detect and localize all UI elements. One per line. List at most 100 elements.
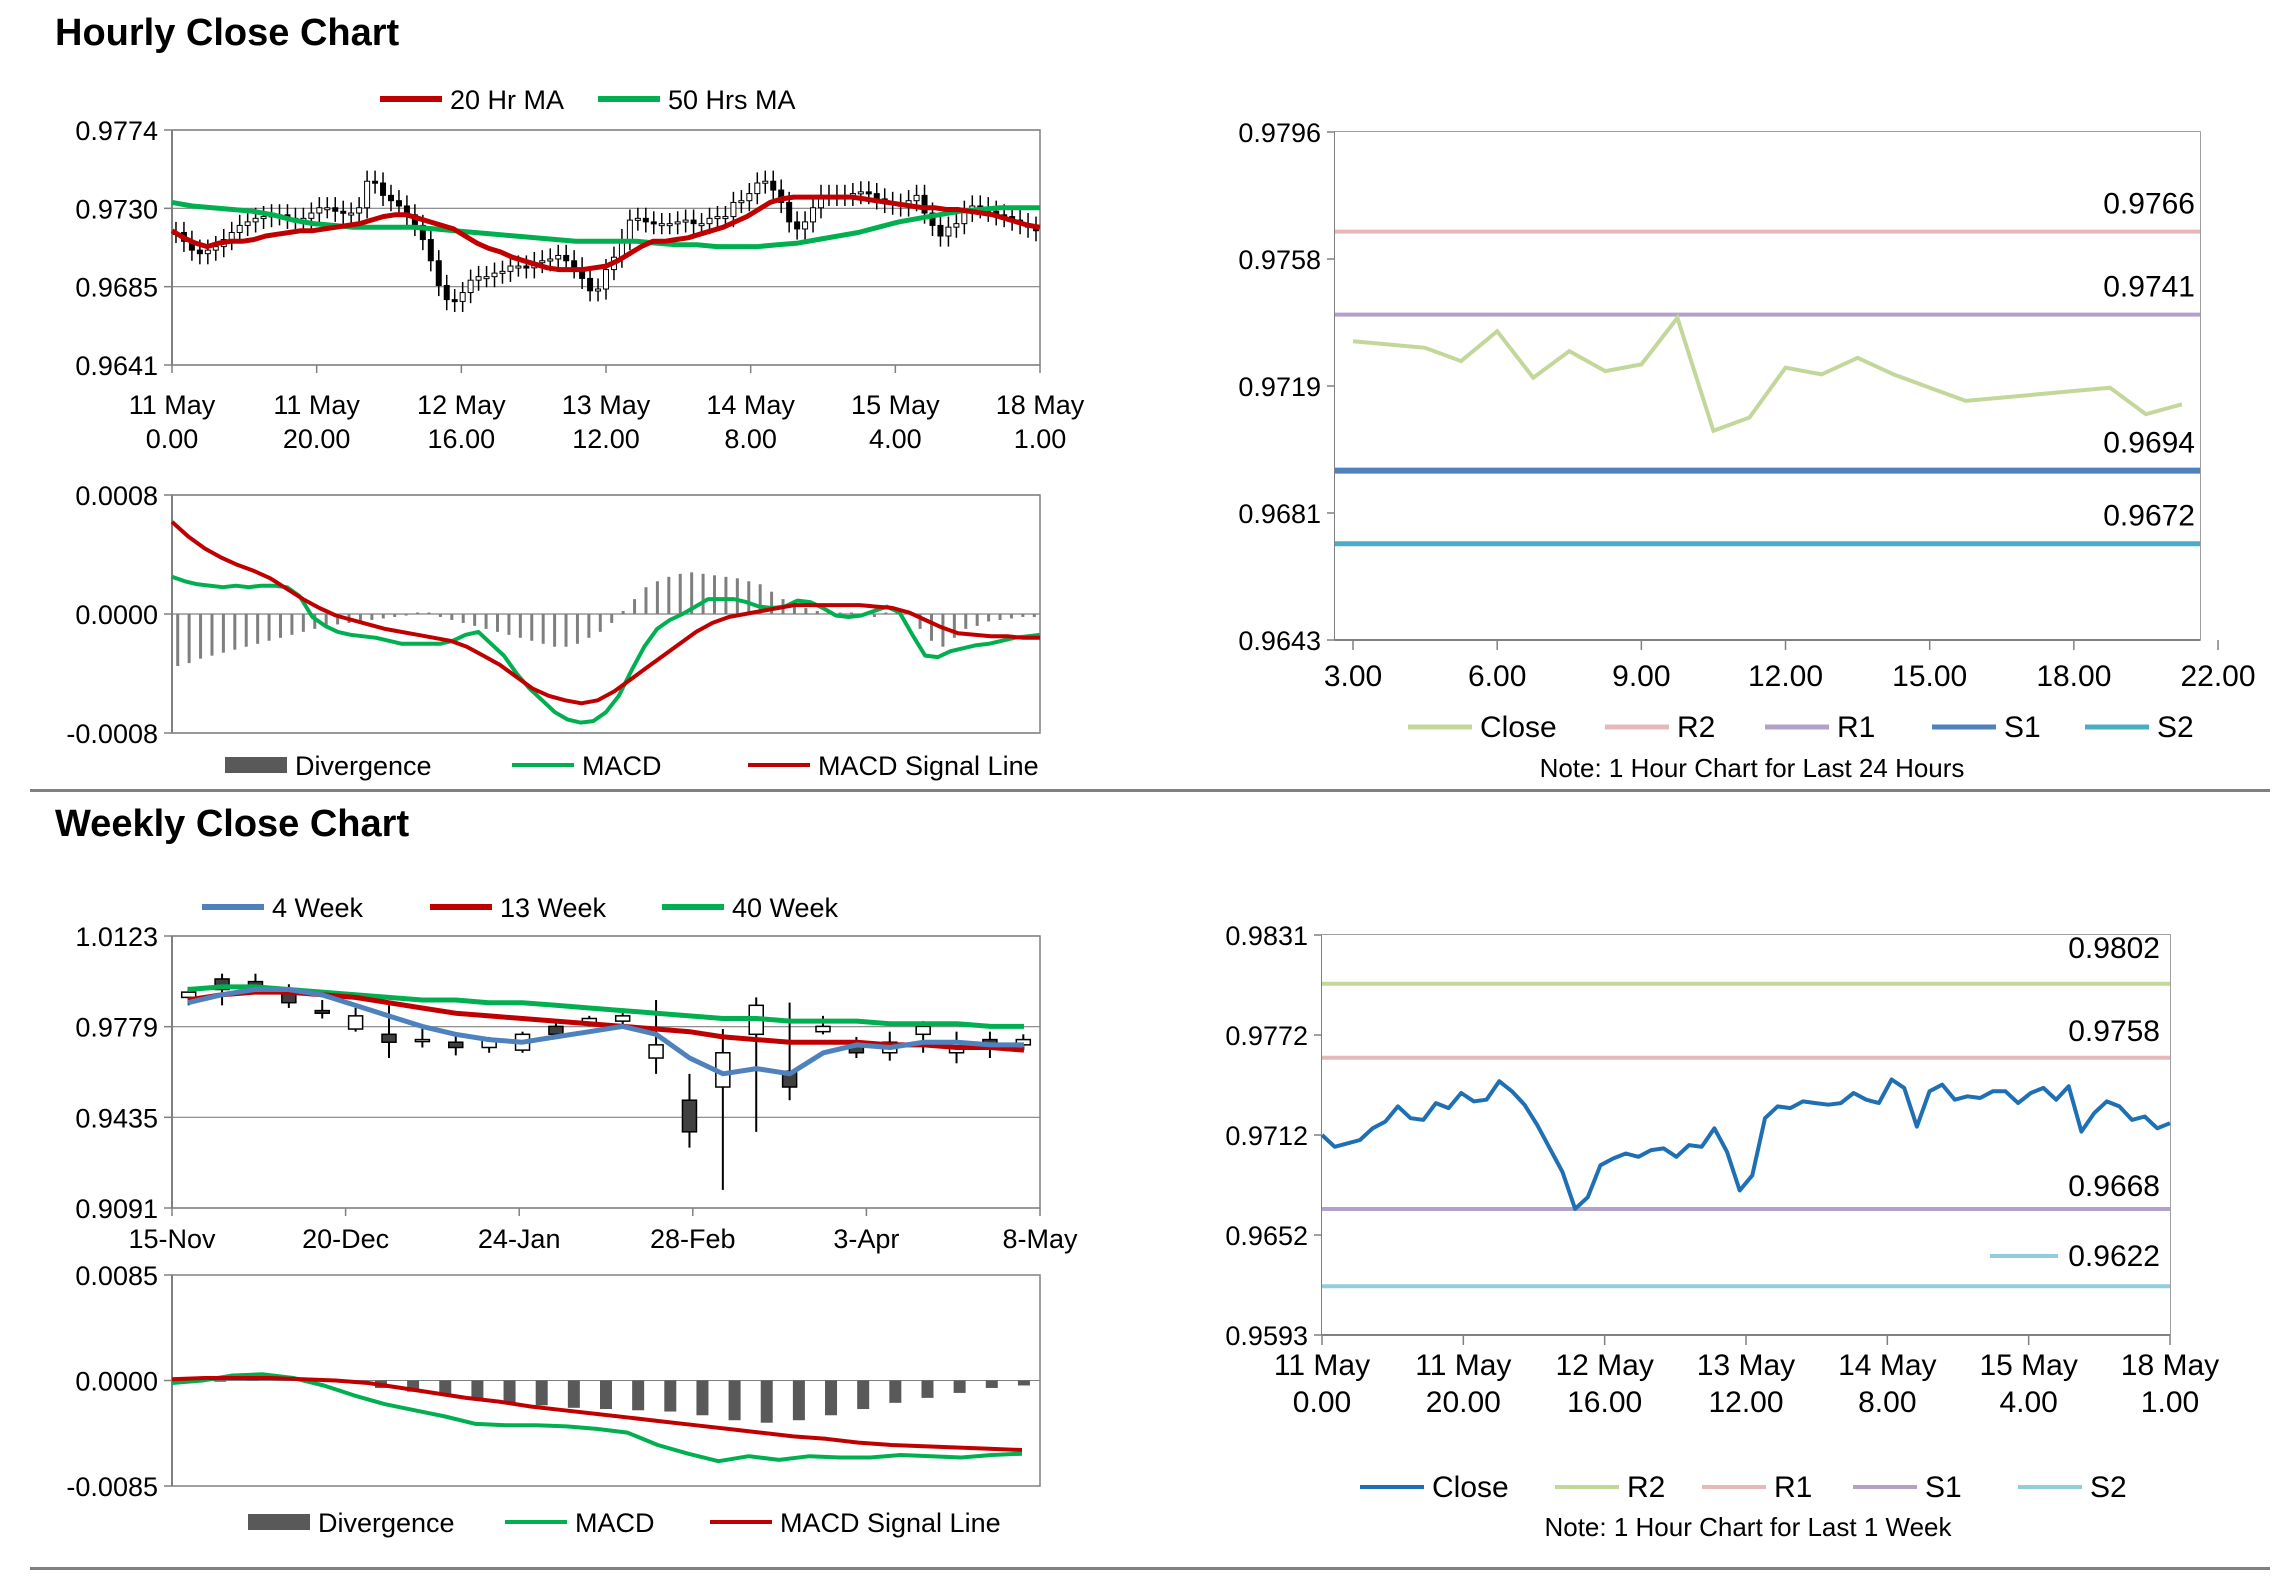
- weekly-candle-plot-frame: [171, 935, 1041, 1209]
- hourly-candle-body: [762, 180, 769, 184]
- hourly-candle-body: [746, 193, 753, 202]
- hourly-candle-body: [348, 212, 355, 216]
- weekly-divergence-bar: [503, 1380, 516, 1403]
- hourly-candle-body: [427, 239, 434, 262]
- hourly-candle-body: [698, 223, 705, 227]
- weekly-divergence-bar: [889, 1380, 902, 1403]
- hourly-candle-body: [419, 224, 426, 241]
- hourly-candle-body: [451, 299, 458, 303]
- hourly-candle-body: [634, 217, 641, 221]
- hourly-candle-body: [802, 221, 809, 230]
- weekly-divergence-bar: [857, 1380, 870, 1410]
- weekly-macd-y-tick-label: -0.0085: [66, 1472, 158, 1502]
- weekly-line-x-tick-label: 12.00: [1708, 1386, 1783, 1419]
- weekly-macd-line: [171, 1372, 1023, 1464]
- hourly-macd-y-tick-label: 0.0008: [75, 481, 158, 511]
- weekly-line-x-tick-label: 13 May: [1697, 1349, 1795, 1382]
- hourly-candle-x-tick-label: 16.00: [428, 424, 496, 454]
- weekly-line-x-tick-label: 16.00: [1567, 1386, 1642, 1419]
- hourly-candle-body: [714, 216, 721, 220]
- weekly-line-x-tick-label: 4.00: [1999, 1386, 2057, 1419]
- weekly-line-x-tick-label: 15 May: [1979, 1349, 2077, 1382]
- hourly-candle-body: [865, 191, 872, 195]
- weekly-divergence-bar: [600, 1380, 612, 1410]
- weekly-line-legend-label: S2: [2090, 1471, 2127, 1504]
- weekly-candle: [214, 978, 230, 991]
- weekly-line-y-tick-label: 0.9831: [1225, 921, 1308, 951]
- section-divider: [30, 789, 2270, 792]
- hourly-candle-body: [372, 180, 379, 184]
- weekly-line-legend-label: R1: [1774, 1471, 1812, 1504]
- hourly-line-x-tick-label: 6.00: [1468, 660, 1526, 693]
- weekly-level-label: 0.9802: [2068, 932, 2160, 965]
- hourly-candle-body: [483, 276, 490, 280]
- weekly-divergence-bar: [985, 1380, 998, 1388]
- hourly-candle-body: [316, 207, 323, 214]
- hourly-divergence-legend-swatch: [225, 757, 287, 773]
- weekly-line-y-tick-label: 0.9772: [1225, 1021, 1308, 1051]
- hourly-candle-body: [499, 270, 506, 274]
- weekly-signal-legend-label: MACD Signal Line: [780, 1508, 1001, 1538]
- weekly-section-title: Weekly Close Chart: [55, 803, 410, 845]
- hourly-candle-y-tick-label: 0.9641: [75, 351, 158, 381]
- hourly-section-title: Hourly Close Chart: [55, 12, 400, 54]
- hourly-candle-x-tick-label: 12.00: [572, 424, 640, 454]
- hourly-line-x-tick-label: 12.00: [1748, 660, 1823, 693]
- hourly-candle-body: [794, 221, 801, 230]
- hourly-candle-body: [387, 194, 394, 202]
- hourly-ma50-legend-label: 50 Hrs MA: [668, 85, 796, 115]
- weekly-4w-line: [187, 987, 1024, 1077]
- hourly-signal-line: [170, 520, 1040, 706]
- hourly-candle-body: [666, 223, 673, 227]
- weekly-candle-y-tick-label: 1.0123: [75, 922, 158, 952]
- hourly-candle-body: [953, 223, 960, 228]
- weekly-line-x-tick-label: 18 May: [2121, 1349, 2219, 1382]
- weekly-candle: [414, 1038, 431, 1043]
- hourly-line-legend-label: R2: [1677, 711, 1715, 744]
- weekly-candle: [915, 1025, 931, 1036]
- weekly-macd-y-tick-label: 0.0085: [75, 1261, 158, 1291]
- hourly-candle-body: [252, 217, 259, 223]
- weekly-divergence-bar: [696, 1380, 709, 1416]
- hourly-level-label: 0.9694: [2103, 427, 2195, 460]
- hourly-level-label: 0.9766: [2103, 188, 2195, 221]
- hourly-candle-body: [196, 249, 203, 255]
- hourly-candle-body: [674, 221, 681, 225]
- hourly-candle-x-tick-label: 14 May: [706, 390, 795, 420]
- weekly-candle-x-tick-label: 8-May: [1002, 1224, 1078, 1254]
- weekly-candle-x-tick-label: 20-Dec: [302, 1224, 389, 1254]
- hourly-candle-y-tick-label: 0.9730: [75, 194, 158, 224]
- weekly-divergence-bar: [953, 1380, 966, 1393]
- weekly-40w-legend-label: 40 Week: [732, 893, 839, 923]
- weekly-divergence-bar: [825, 1380, 838, 1416]
- weekly-line-x-tick-label: 8.00: [1858, 1386, 1916, 1419]
- weekly-line-y-tick-label: 0.9712: [1225, 1121, 1308, 1151]
- weekly-divergence-bar: [760, 1380, 773, 1423]
- hourly-candle-x-tick-label: 13 May: [562, 390, 651, 420]
- weekly-divergence-bar: [407, 1380, 420, 1392]
- hourly-candle-body: [547, 258, 554, 262]
- hourly-divergence-legend-label: Divergence: [295, 751, 432, 781]
- hourly-candle-body: [364, 180, 371, 209]
- hourly-candle-x-tick-label: 8.00: [724, 424, 777, 454]
- hourly-candle-x-tick-label: 12 May: [417, 390, 506, 420]
- hourly-candle-body: [515, 265, 522, 269]
- weekly-candle: [681, 1099, 698, 1133]
- weekly-line-legend-label: R2: [1627, 1471, 1665, 1504]
- hourly-candle-body: [770, 180, 777, 191]
- weekly-candle-x-tick-label: 3-Apr: [833, 1224, 899, 1254]
- weekly-divergence-bar: [535, 1380, 548, 1406]
- hourly-line-note: Note: 1 Hour Chart for Last 24 Hours: [1540, 753, 1965, 783]
- weekly-line-plot-area: [1322, 935, 2170, 1335]
- hourly-candle-body: [587, 277, 594, 292]
- hourly-macd-y-tick-label: 0.0000: [75, 600, 158, 630]
- weekly-divergence-bar: [728, 1380, 741, 1421]
- hourly-candle-x-tick-label: 4.00: [869, 424, 922, 454]
- weekly-divergence-bar: [471, 1380, 484, 1400]
- weekly-candle: [614, 1015, 631, 1022]
- weekly-candle: [815, 1025, 831, 1033]
- hourly-close-line: [1352, 313, 2183, 434]
- weekly-divergence-bar: [567, 1380, 580, 1408]
- hourly-candle-body: [228, 231, 235, 241]
